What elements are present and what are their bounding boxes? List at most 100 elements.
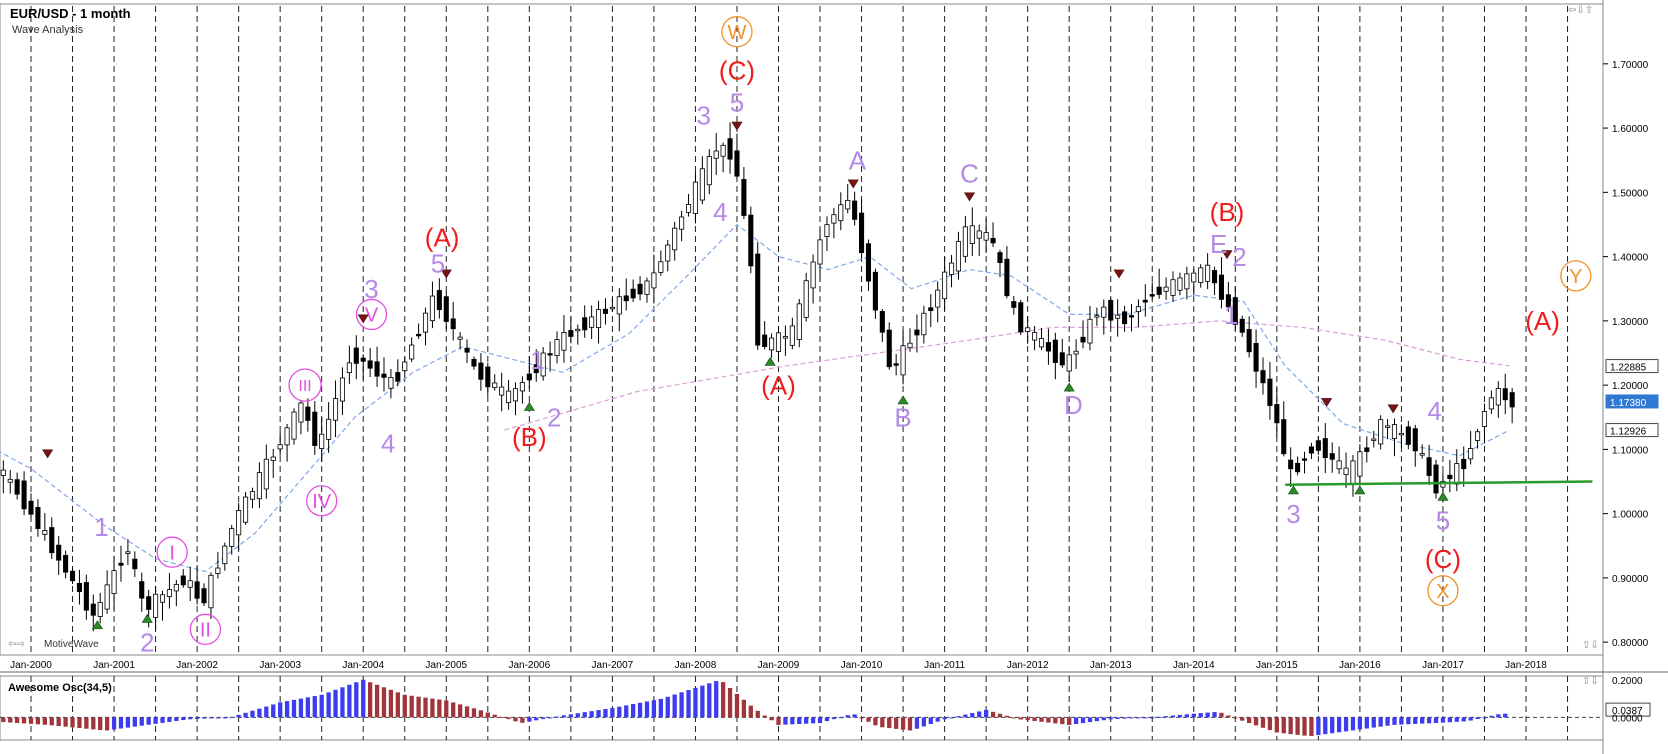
oscillator-bar — [707, 683, 712, 718]
oscillator-bar — [1489, 715, 1494, 718]
candle-body — [346, 362, 352, 374]
oscillator-bar — [464, 706, 470, 718]
candle-body — [692, 181, 698, 214]
candle-body — [1260, 370, 1266, 384]
candle-body — [616, 296, 622, 315]
swing-low-marker — [523, 401, 535, 411]
candle-body — [775, 332, 782, 352]
oscillator-bar — [284, 701, 290, 718]
candle-body — [1391, 424, 1398, 439]
candle-body — [935, 289, 941, 308]
oscillator-axis-label: 0.0000 — [1612, 713, 1643, 724]
oscillator-bar — [194, 717, 200, 719]
candle-body — [1059, 352, 1065, 366]
oscillator-bar — [527, 717, 532, 722]
oscillator-bar — [1170, 715, 1176, 718]
oscillator-bar — [1336, 717, 1342, 733]
candle-body — [1135, 306, 1141, 313]
candle-body — [1184, 273, 1190, 290]
candle-body — [187, 580, 193, 588]
candle-body — [1336, 460, 1342, 470]
x-tick-label: Jan-2005 — [425, 660, 467, 671]
oscillator-bar — [831, 717, 837, 720]
oscillator-bar — [997, 713, 1003, 718]
oscillator-bar — [1496, 714, 1501, 718]
oscillator-bar — [596, 710, 601, 718]
slow-moving-average — [504, 320, 1510, 431]
candle-body — [395, 372, 401, 382]
pan-arrows-icon[interactable]: ⇦⇨ — [8, 639, 25, 650]
oscillator-bar — [935, 717, 940, 722]
candle-body — [1025, 327, 1031, 332]
oscillator-bar — [1343, 717, 1349, 732]
oscillator-bar — [381, 687, 387, 718]
oscillator-bar — [1302, 717, 1307, 736]
wave-label: D — [1064, 390, 1083, 420]
candle-body — [1066, 354, 1072, 372]
candle-body — [76, 582, 82, 592]
oscillator-bar — [1143, 717, 1148, 719]
oscillator-bar — [679, 692, 684, 718]
window-controls-icon[interactable]: ⇦⇩⇧ — [1568, 5, 1594, 16]
oscillator-bar — [700, 685, 705, 718]
wave-label: (A) — [425, 223, 460, 253]
candle-body — [422, 312, 429, 333]
candle-body — [1232, 297, 1238, 325]
panel-controls-icon[interactable]: ⇧⇩ — [1582, 676, 1599, 687]
candle-body — [450, 318, 456, 330]
candle-body — [1073, 350, 1079, 355]
oscillator-bar — [1413, 717, 1418, 724]
oscillator-bar — [990, 711, 996, 718]
candle-body — [21, 480, 27, 510]
oscillator-value-box — [1605, 702, 1651, 717]
oscillator-bar — [229, 716, 234, 718]
oscillator-bar — [361, 679, 366, 718]
wave-label: (C) — [719, 56, 755, 86]
x-tick-label: Jan-2016 — [1339, 660, 1381, 671]
y-tick-label: 1.20000 — [1612, 381, 1649, 392]
wave-label-circle — [189, 613, 222, 645]
x-tick-label: Jan-2009 — [758, 660, 800, 671]
candle-body — [360, 357, 366, 362]
candle-body — [1371, 438, 1377, 441]
x-tick-label: Jan-2006 — [508, 660, 550, 671]
candle-body — [402, 361, 408, 372]
candle-body — [955, 241, 961, 272]
candle-body — [900, 345, 906, 376]
candle-body — [1004, 258, 1010, 297]
oscillator-bar — [1150, 717, 1155, 719]
swing-high-marker — [440, 269, 452, 279]
oscillator-bar — [1267, 717, 1273, 731]
oscillator-bar — [873, 717, 878, 726]
oscillator-bar — [146, 717, 151, 725]
oscillator-bar — [437, 699, 442, 718]
oscillator-bar — [132, 717, 137, 727]
y-tick-label: 1.70000 — [1612, 60, 1649, 71]
oscillator-bar — [1447, 717, 1453, 723]
candle-body — [630, 288, 636, 299]
oscillator-bar — [1032, 717, 1037, 722]
oscillator-bar — [333, 689, 338, 718]
oscillator-axis-label: 0.2000 — [1612, 676, 1643, 687]
candle-body — [1101, 306, 1107, 318]
oscillator-bar — [748, 705, 753, 718]
candle-body — [1094, 315, 1100, 318]
swing-low-marker — [1354, 485, 1366, 495]
scroll-up-icon[interactable]: ⇧⇩ — [1582, 640, 1599, 651]
x-tick-label: Jan-2017 — [1422, 660, 1464, 671]
candle-body — [1378, 419, 1384, 445]
candle-body — [942, 271, 948, 300]
candle-body — [720, 144, 726, 157]
wave-label: 2 — [547, 403, 561, 433]
candle-body — [685, 204, 692, 213]
oscillator-axis-label: 0.0387 — [1612, 706, 1643, 717]
wave-label: 2 — [140, 628, 154, 658]
candle-body — [464, 347, 470, 353]
candle-body — [353, 347, 359, 364]
oscillator-bar — [1122, 717, 1127, 719]
candle-body — [1502, 388, 1508, 401]
candle-body — [194, 581, 200, 599]
candle-body — [298, 402, 304, 423]
candle-body — [1295, 462, 1301, 473]
